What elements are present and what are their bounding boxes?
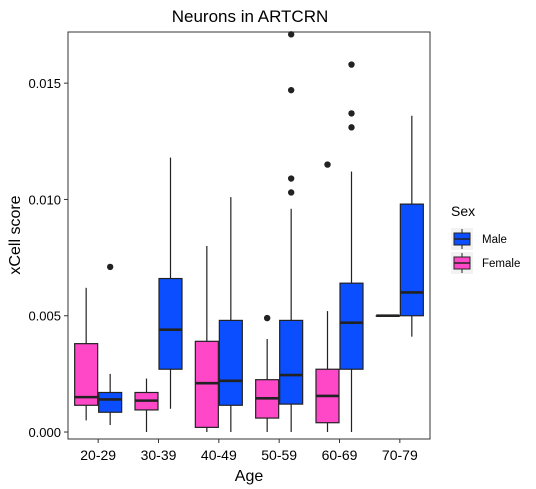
x-tick-label: 30-39 xyxy=(141,447,177,463)
outlier-point xyxy=(287,175,295,182)
box-female-60-69 xyxy=(315,161,340,433)
box-series xyxy=(74,31,424,433)
x-tick-label: 20-29 xyxy=(80,447,116,463)
outlier-point xyxy=(263,314,271,322)
outlier-point xyxy=(287,86,295,94)
x-tick-label: 60-69 xyxy=(322,447,358,463)
outlier-point xyxy=(348,61,355,68)
box-male-70-79 xyxy=(399,115,424,337)
chart-title: Neurons in ARTCRN xyxy=(172,7,329,26)
legend-item-female: Female xyxy=(451,252,520,274)
box-body xyxy=(339,282,364,370)
outlier-point xyxy=(106,263,114,271)
legend-title: Sex xyxy=(451,203,475,219)
x-axis: 20-29 30-39 40-49 50-59 60-69 70-79 xyxy=(80,439,418,463)
legend-label: Female xyxy=(482,258,520,270)
box-male-40-49 xyxy=(218,197,243,433)
box-body xyxy=(74,343,99,406)
x-tick-label: 70-79 xyxy=(382,447,418,463)
outlier-point xyxy=(348,124,355,131)
box-female-50-59 xyxy=(255,314,280,433)
box-male-20-29 xyxy=(98,263,123,426)
box-body xyxy=(399,203,424,317)
box-body xyxy=(158,277,183,370)
x-tick-label: 40-49 xyxy=(201,447,237,463)
outlier-point xyxy=(287,189,295,196)
outlier-point xyxy=(324,161,331,168)
y-tick-label: 0.010 xyxy=(28,192,61,207)
x-axis-label: Age xyxy=(235,468,264,485)
legend: Sex Male Female xyxy=(451,203,520,274)
box-female-70-79 xyxy=(375,314,400,318)
box-female-40-49 xyxy=(194,245,219,433)
x-tick-label: 50-59 xyxy=(261,447,297,463)
box-body xyxy=(279,319,304,405)
plot-panel xyxy=(67,31,431,440)
y-tick-label: 0.015 xyxy=(28,76,61,91)
outlier-point xyxy=(287,31,295,38)
box-female-30-39 xyxy=(134,378,159,433)
y-tick-label: 0.000 xyxy=(28,425,61,440)
box-male-30-39 xyxy=(158,157,183,409)
legend-item-male: Male xyxy=(451,228,507,250)
legend-label: Male xyxy=(482,234,507,246)
y-axis: 0.000 0.005 0.010 0.015 xyxy=(28,76,68,440)
box-male-60-69 xyxy=(339,61,364,433)
box-female-20-29 xyxy=(74,287,99,421)
outlier-point xyxy=(348,110,355,117)
y-tick-label: 0.005 xyxy=(28,309,61,324)
box-body xyxy=(98,391,123,413)
box-male-50-59 xyxy=(279,31,304,433)
box-body xyxy=(218,319,243,406)
y-axis-label: xCell score xyxy=(7,195,24,274)
